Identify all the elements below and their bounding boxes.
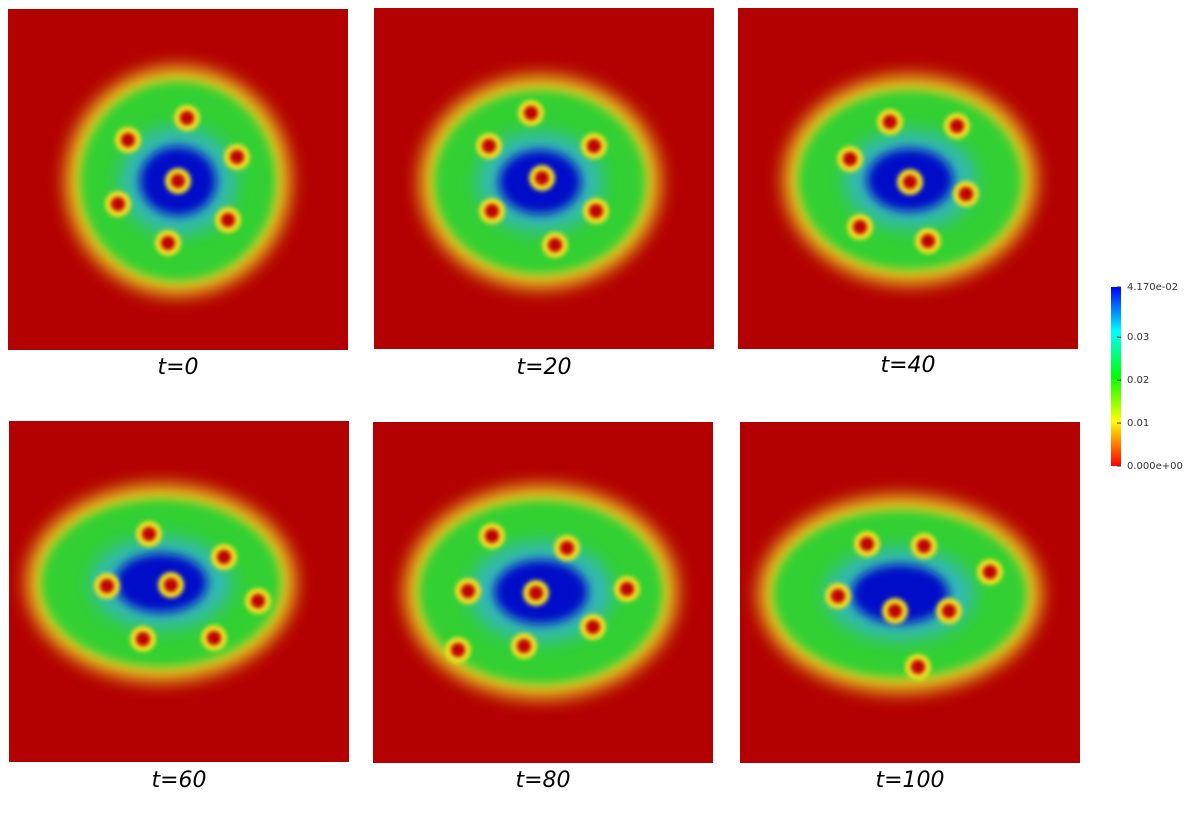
spot <box>888 604 902 618</box>
panel <box>740 422 1080 763</box>
spot <box>959 187 973 201</box>
spot <box>535 171 549 185</box>
panel <box>374 8 714 349</box>
colorbar <box>1111 287 1121 466</box>
panel-label: t=0 <box>157 355 198 380</box>
colorbar-tick-label: 0.02 <box>1127 375 1149 386</box>
panel-label: t=60 <box>151 768 206 793</box>
spot <box>482 139 496 153</box>
spot <box>587 139 601 153</box>
spot <box>221 213 235 227</box>
spot <box>136 632 150 646</box>
spot <box>620 582 634 596</box>
spot <box>529 586 543 600</box>
spot <box>230 150 244 164</box>
spot <box>560 541 574 555</box>
panel-label: t=100 <box>875 768 944 793</box>
spot <box>883 115 897 129</box>
spot <box>843 152 857 166</box>
field <box>420 76 660 288</box>
spot <box>942 604 956 618</box>
field <box>66 67 290 295</box>
spot <box>161 236 175 250</box>
spot <box>121 133 135 147</box>
panel <box>373 422 713 763</box>
spot <box>586 620 600 634</box>
spot <box>485 529 499 543</box>
colorbar-tick-label: 0.000e+00 <box>1127 461 1183 472</box>
spot <box>164 578 178 592</box>
spot <box>950 119 964 133</box>
field <box>759 496 1041 692</box>
spot <box>451 643 465 657</box>
spot <box>171 174 185 188</box>
spot <box>903 175 917 189</box>
spot <box>524 106 538 120</box>
spot <box>921 234 935 248</box>
colorbar-tick-label: 0.01 <box>1127 418 1149 429</box>
panel <box>9 421 349 762</box>
spot <box>548 238 562 252</box>
spot <box>831 589 845 603</box>
spot <box>251 594 265 608</box>
spot <box>180 111 194 125</box>
panel <box>8 9 348 350</box>
spot <box>207 631 221 645</box>
blob-blue <box>851 564 949 624</box>
spot <box>860 537 874 551</box>
spot <box>911 660 925 674</box>
spot <box>589 204 603 218</box>
spot <box>517 639 531 653</box>
spot <box>485 204 499 218</box>
panel <box>738 8 1078 349</box>
spot <box>217 550 231 564</box>
spot <box>142 527 156 541</box>
field <box>27 485 295 681</box>
panel-label: t=40 <box>880 353 935 378</box>
field <box>405 486 677 698</box>
panel-label: t=20 <box>516 355 571 380</box>
field <box>784 76 1036 284</box>
colorbar-tick-label: 0.03 <box>1127 332 1149 343</box>
panel-label: t=80 <box>515 768 570 793</box>
colorbar-tick-label: 4.170e-02 <box>1127 282 1178 293</box>
spot <box>100 579 114 593</box>
spot <box>111 197 125 211</box>
spot <box>853 220 867 234</box>
spot <box>461 584 475 598</box>
spot <box>917 539 931 553</box>
spot <box>983 565 997 579</box>
